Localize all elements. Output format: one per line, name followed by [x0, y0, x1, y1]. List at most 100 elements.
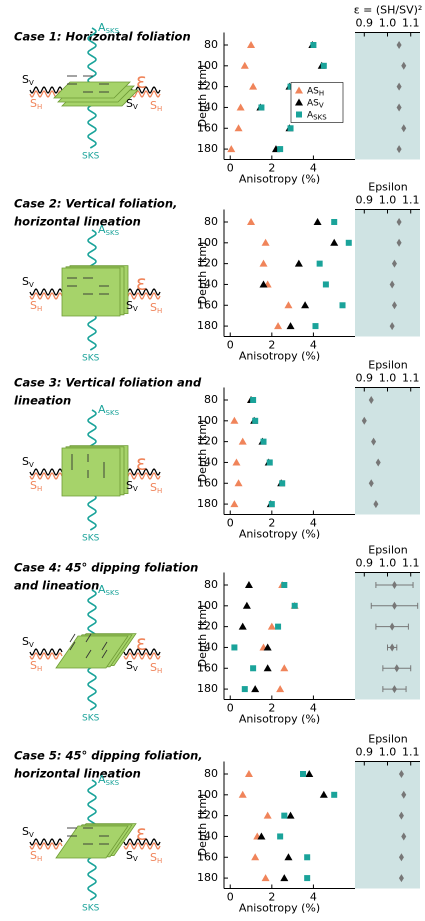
sh-label-right: SH: [150, 301, 162, 315]
triangle-point: [305, 770, 313, 777]
x2-tick-label: 0.9: [356, 372, 374, 385]
triangle-point: [230, 500, 238, 507]
triangle-point: [314, 218, 322, 225]
epsilon-symbol: ε: [136, 69, 147, 93]
x2-tick-label: 1.0: [379, 557, 397, 570]
square-point: [252, 418, 258, 424]
square-point: [250, 397, 256, 403]
fabric-layer: [56, 636, 128, 668]
sh-label-right: SH: [150, 661, 162, 675]
square-point: [292, 603, 298, 609]
x2-tick-label: 0.9: [356, 557, 374, 570]
sh-label-left: SH: [30, 849, 42, 863]
sv-label-left: SV: [22, 73, 34, 87]
square-point: [340, 302, 346, 308]
triangle-point: [262, 239, 270, 246]
triangle-point: [227, 145, 235, 152]
square-point: [300, 771, 306, 777]
epsilon-panel: [355, 573, 420, 700]
case-title: Case 2: Vertical foliation,: [14, 197, 177, 211]
legend-marker: [296, 112, 302, 118]
sh-label-right: SH: [150, 99, 162, 113]
x2-axis-label: Epsilon: [368, 733, 408, 746]
square-point: [331, 219, 337, 225]
sv-label-left: SV: [22, 275, 34, 289]
x2-tick-label: 1.1: [402, 557, 420, 570]
x2-tick-label: 1.0: [379, 194, 397, 207]
triangle-point: [239, 438, 247, 445]
square-point: [281, 813, 287, 819]
square-point: [275, 624, 281, 630]
x2-axis-label: Epsilon: [368, 544, 408, 557]
square-point: [231, 644, 237, 650]
triangle-point: [251, 853, 259, 860]
epsilon-panel: [355, 388, 420, 515]
sh-label-left: SH: [30, 299, 42, 313]
legend: ASHASVASKS: [291, 83, 343, 123]
square-point: [317, 261, 323, 267]
epsilon-symbol: ε: [136, 271, 147, 295]
a-sks-label: ASKS: [98, 583, 120, 597]
x2-tick-label: 1.1: [402, 746, 420, 759]
triangle-point: [287, 322, 295, 329]
sv-label-right: SV: [126, 849, 138, 863]
triangle-point: [260, 260, 268, 267]
triangle-point: [264, 664, 272, 671]
x2-tick-label: 1.1: [402, 194, 420, 207]
y-tick-label: 80: [204, 38, 218, 51]
square-point: [277, 146, 283, 152]
fabric-block: [56, 824, 136, 858]
y-axis-label: Depth (km): [196, 794, 209, 857]
square-point: [279, 480, 285, 486]
x-tick-label: 0: [227, 162, 234, 175]
triangle-point: [235, 124, 243, 131]
triangle-point: [237, 103, 245, 110]
fabric-layer: [62, 448, 120, 496]
sh-label-right: SH: [150, 851, 162, 865]
square-point: [310, 42, 316, 48]
triangle-point: [330, 239, 338, 246]
square-point: [288, 125, 294, 131]
triangle-point: [320, 791, 328, 798]
fabric-layer: [56, 826, 128, 858]
triangle-point: [230, 417, 238, 424]
x-tick-label: 0: [227, 891, 234, 904]
sv-label-right: SV: [126, 659, 138, 673]
square-point: [321, 63, 327, 69]
square-point: [269, 501, 275, 507]
x-axis-label: Anisotropy (%): [239, 350, 320, 363]
triangle-point: [243, 602, 251, 609]
x2-axis-label: Epsilon: [368, 359, 408, 372]
triangle-point: [247, 218, 255, 225]
a-sks-label: ASKS: [98, 403, 120, 417]
triangle-point: [280, 664, 288, 671]
square-point: [312, 323, 318, 329]
y-tick-label: 180: [197, 319, 218, 332]
y-axis-label: Depth (km): [196, 420, 209, 483]
square-point: [323, 281, 329, 287]
square-point: [346, 240, 352, 246]
sh-label-right: SH: [150, 481, 162, 495]
y-tick-label: 80: [204, 215, 218, 228]
fabric-block: [56, 634, 136, 668]
a-sks-label: ASKS: [98, 21, 120, 35]
square-point: [331, 792, 337, 798]
triangle-point: [239, 623, 247, 630]
sv-label-right: SV: [126, 97, 138, 111]
epsilon-panel: [355, 210, 420, 337]
case-title: and lineation: [14, 579, 99, 593]
triangle-point: [274, 322, 282, 329]
sks-label: SKS: [82, 714, 100, 724]
square-point: [267, 459, 273, 465]
x-tick-label: 0: [227, 517, 234, 530]
triangle-point: [241, 62, 249, 69]
sv-label-left: SV: [22, 635, 34, 649]
x-axis-label: Anisotropy (%): [239, 173, 320, 186]
y-tick-label: 180: [197, 142, 218, 155]
triangle-point: [251, 685, 259, 692]
epsilon-symbol: ε: [136, 821, 147, 845]
sh-label-left: SH: [30, 659, 42, 673]
fabric-block: [62, 266, 128, 316]
y-axis-label: Depth (km): [196, 242, 209, 305]
sv-label-right: SV: [126, 299, 138, 313]
